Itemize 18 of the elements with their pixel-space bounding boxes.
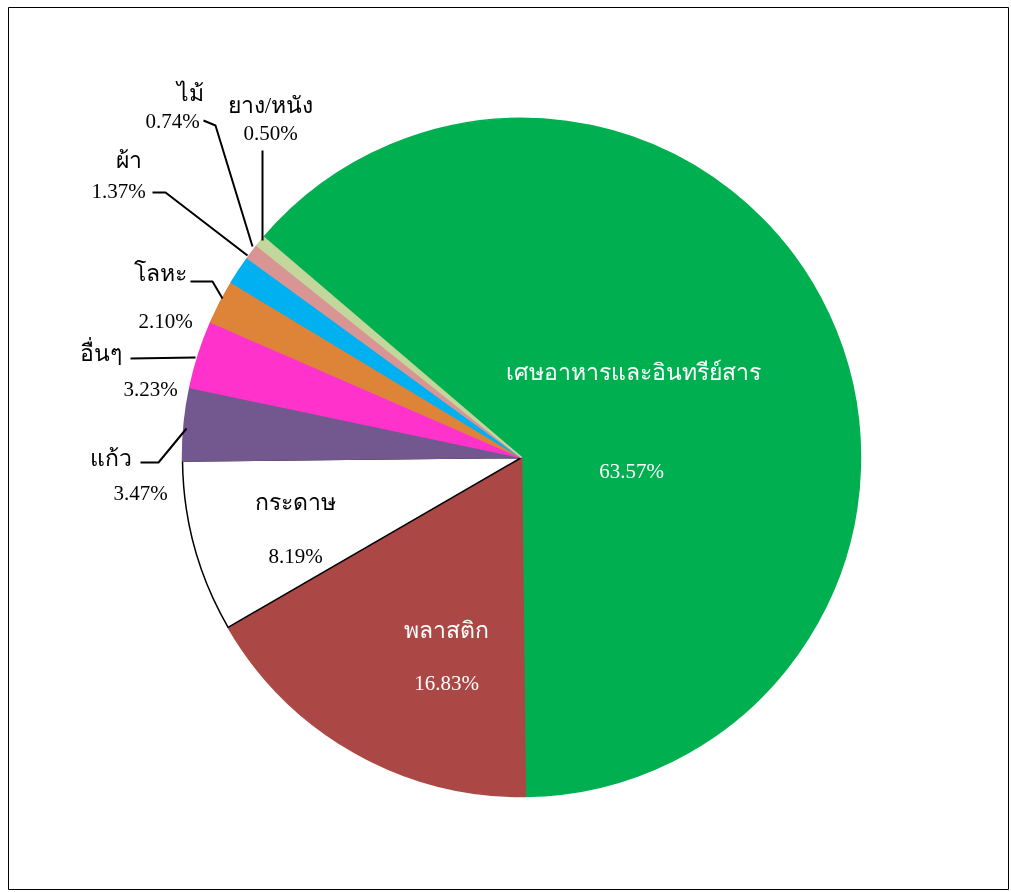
data-label: 8.19%: [268, 543, 323, 568]
slice-label: ผ้า: [115, 148, 142, 173]
slice-label: โลหะ: [134, 260, 187, 286]
slice-label: แก้ว: [89, 446, 132, 471]
slice-label: ไม้: [175, 80, 204, 106]
data-label: 3.47%: [113, 480, 168, 505]
data-label: 16.83%: [414, 670, 479, 695]
data-label: 1.37%: [91, 178, 146, 203]
slice-label: เศษอาหารและอินทรีย์สาร: [506, 359, 761, 385]
slice-label: อื่นๆ: [79, 337, 122, 366]
data-label: 63.57%: [599, 458, 664, 483]
slice-label: พลาสติก: [404, 618, 489, 643]
data-label: 0.50%: [243, 120, 298, 145]
data-label: 3.23%: [123, 376, 178, 401]
slice-label: กระดาษ: [255, 490, 336, 515]
slice-label: ยาง/หนัง: [227, 93, 314, 118]
data-label: 2.10%: [138, 308, 193, 333]
data-label: 0.74%: [145, 108, 200, 133]
